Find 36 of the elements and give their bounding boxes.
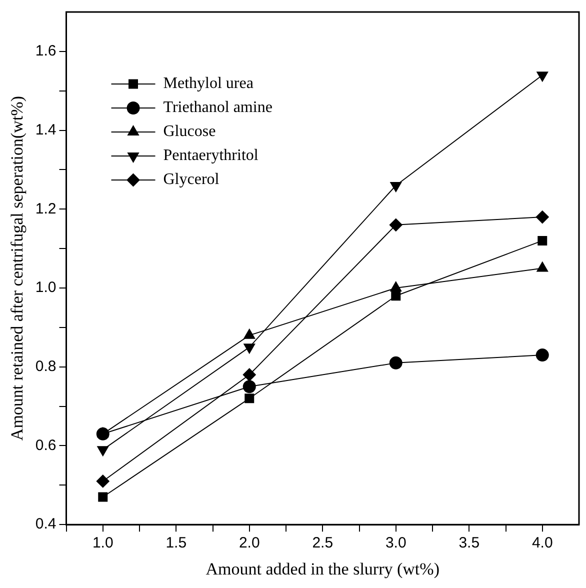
point	[242, 380, 256, 394]
point	[96, 474, 110, 488]
point	[390, 282, 402, 292]
point	[536, 348, 549, 362]
point	[389, 218, 402, 232]
point	[244, 394, 254, 404]
legend-label: Methylol urea	[163, 75, 254, 92]
point	[389, 356, 402, 370]
x-tick-label: 3.5	[458, 534, 480, 552]
point	[390, 182, 402, 192]
legend-label: Glycerol	[163, 171, 220, 188]
y-tick-label: 0.4	[35, 516, 56, 533]
point	[536, 72, 548, 82]
legend-label: Triethanol amine	[163, 99, 272, 116]
point	[391, 291, 401, 301]
y-tick-label: 1.4	[35, 121, 56, 138]
legend-label: Pentaerythritol	[163, 147, 259, 164]
x-tick-label: 1.0	[92, 534, 114, 552]
x-tick-label: 3.0	[385, 534, 406, 552]
legend-label: Glucose	[163, 123, 216, 140]
y-tick-label: 1.6	[35, 42, 56, 60]
x-tick-label: 1.5	[166, 534, 187, 552]
y-tick-label: 1.0	[35, 279, 56, 296]
point	[98, 492, 108, 502]
x-tick-label: 2.0	[238, 534, 260, 552]
point	[536, 210, 549, 224]
point	[96, 427, 110, 440]
y-axis-title: Amount retained after centrifugal seperation(wt%)	[8, 96, 27, 441]
x-tick-label: 4.0	[532, 534, 553, 552]
y-tick-label: 1.2	[35, 200, 56, 218]
point	[242, 368, 256, 382]
x-tick-label: 2.5	[312, 534, 334, 552]
y-tick-label: 0.8	[35, 358, 56, 376]
y-tick-label: 0.6	[35, 436, 56, 454]
x-axis-title: Amount added in the slurry (wt%)	[206, 559, 440, 578]
point	[538, 236, 548, 246]
